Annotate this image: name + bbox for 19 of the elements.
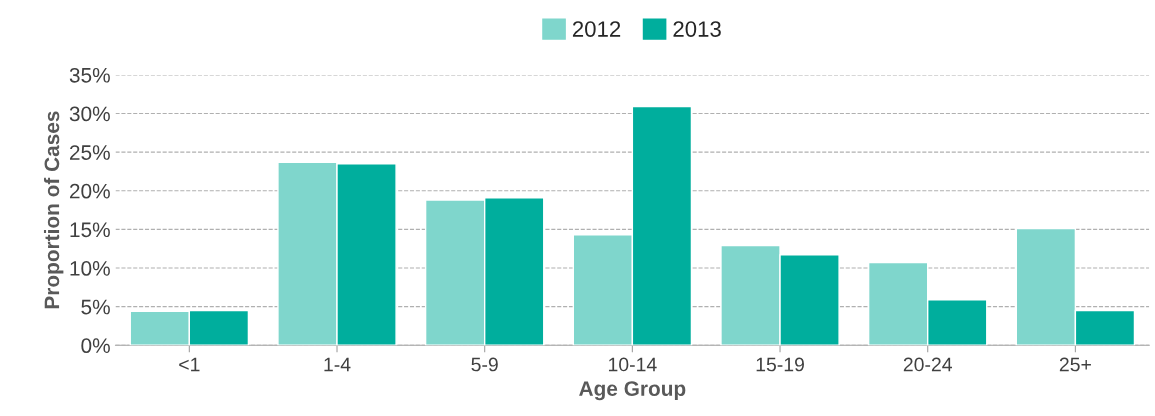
y-tick-label: 35% xyxy=(69,67,110,83)
x-tick-label: 25+ xyxy=(1059,357,1091,372)
y-axis-title: Proportion of Cases xyxy=(43,111,64,309)
y-tick-label: 25% xyxy=(69,145,110,160)
x-tick-label: 20-24 xyxy=(903,357,953,372)
legend-label: 2013 xyxy=(673,21,721,37)
y-tick-label: 10% xyxy=(70,261,110,276)
x-tick-label: 10-14 xyxy=(608,357,657,372)
x-tick-label: <1 xyxy=(179,357,200,372)
y-tick-label: 20% xyxy=(69,183,110,199)
x-tick-label: 1-4 xyxy=(324,357,351,372)
legend-label: 2012 xyxy=(572,21,621,37)
y-tick-label: 15% xyxy=(70,222,110,238)
x-tick-label: 5-9 xyxy=(471,357,498,372)
x-tick-label: 15-19 xyxy=(756,357,804,372)
y-tick-label: 30% xyxy=(69,106,110,122)
y-tick-label: 5% xyxy=(81,299,110,315)
y-tick-label: 0% xyxy=(81,338,110,354)
x-axis-title: Age Group xyxy=(579,381,686,401)
